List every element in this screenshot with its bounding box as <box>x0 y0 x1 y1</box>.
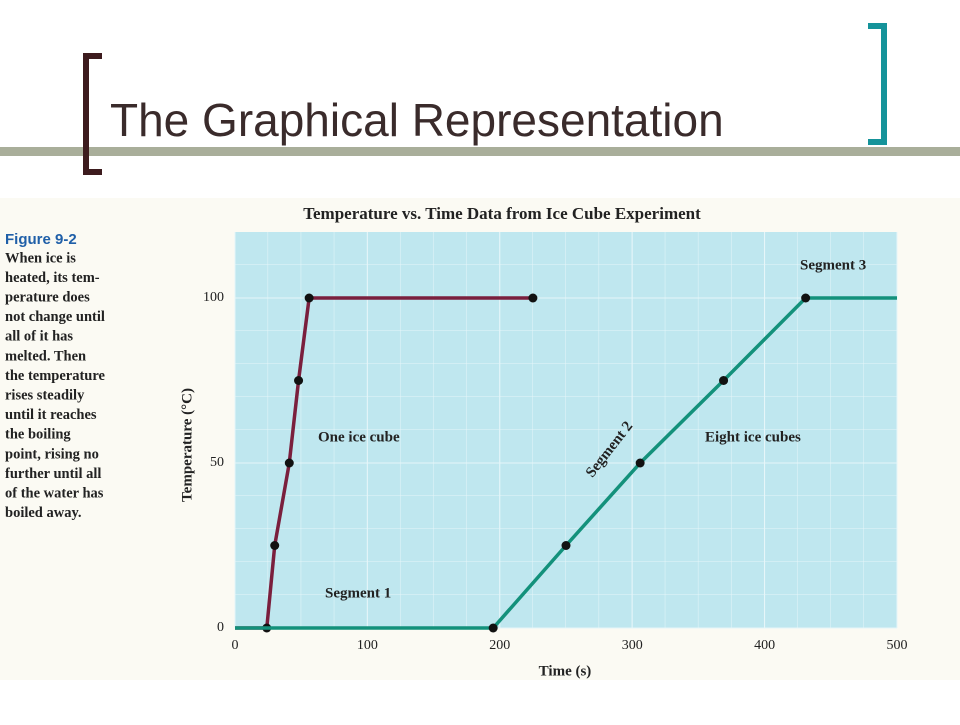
data-point <box>635 458 645 468</box>
data-point <box>294 376 304 385</box>
x-tick-label: 400 <box>754 638 775 653</box>
annotation: Segment 3 <box>800 257 866 273</box>
chart-title: Temperature vs. Time Data from Ice Cube … <box>303 204 701 223</box>
series-label: One ice cube <box>318 429 400 445</box>
data-point <box>284 458 294 468</box>
caption-line: of the water has <box>5 486 104 502</box>
caption-line: melted. Then <box>5 348 86 364</box>
data-point <box>488 623 498 633</box>
caption-line: perature does <box>5 290 90 306</box>
slide-title: The Graphical Representation <box>110 94 724 146</box>
caption-line: boiled away. <box>5 505 82 521</box>
data-point <box>270 541 280 550</box>
caption-line: all of it has <box>5 329 73 345</box>
x-axis-label: Time (s) <box>539 663 592 679</box>
y-axis-label: Temperature (°C) <box>179 388 195 502</box>
caption-line: When ice is <box>5 250 76 266</box>
y-tick-label: 50 <box>210 455 224 470</box>
caption: When ice is heated, its tem-perature does… <box>5 250 106 521</box>
data-point <box>528 293 538 303</box>
caption-line: point, rising no <box>5 446 99 462</box>
caption-line: rises steadily <box>5 388 85 404</box>
left-bracket <box>83 53 102 175</box>
annotation: Segment 1 <box>325 585 391 601</box>
data-point <box>561 541 571 550</box>
data-point <box>801 293 811 303</box>
caption-line: heated, its tem- <box>5 270 100 286</box>
x-tick-label: 500 <box>887 638 908 653</box>
plot: 0 100 200 300 400 500 0 50 100 One ice cube Eight … <box>203 232 908 653</box>
x-tick-label: 200 <box>489 638 510 653</box>
y-tick-label: 100 <box>203 290 224 305</box>
series-label: Eight ice cubes <box>705 429 801 445</box>
title-bar <box>0 147 960 156</box>
caption-heading: Figure 9-2 <box>5 231 77 248</box>
data-point <box>719 376 729 385</box>
caption-line: further until all <box>5 466 101 482</box>
x-tick-label: 100 <box>357 638 378 653</box>
right-bracket <box>868 23 887 145</box>
caption-line: the temperature <box>5 368 106 384</box>
data-point <box>304 293 314 303</box>
caption-line: the boiling <box>5 427 71 443</box>
x-tick-label: 0 <box>232 638 239 653</box>
y-tick-label: 0 <box>217 620 224 635</box>
x-tick-label: 300 <box>622 638 643 653</box>
caption-line: not change until <box>5 309 105 325</box>
caption-line: until it reaches <box>5 407 97 423</box>
